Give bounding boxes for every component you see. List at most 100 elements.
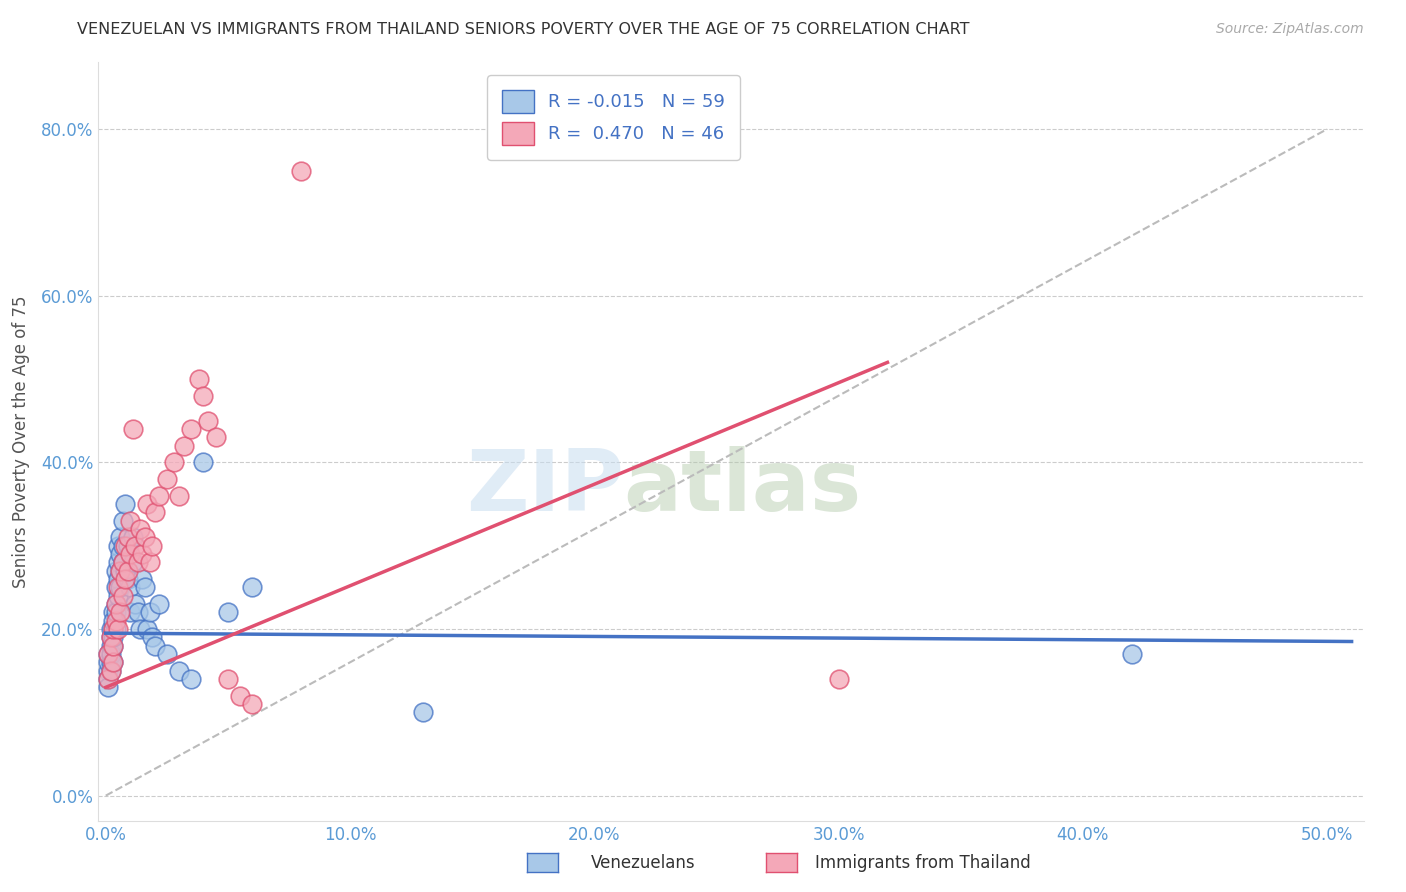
Point [107, 589, 129, 603]
Point [193, 389, 215, 403]
Point [121, 422, 143, 436]
Point [117, 564, 139, 578]
Point [111, 589, 134, 603]
Point [101, 631, 124, 645]
Point [104, 580, 127, 594]
Point [129, 522, 152, 536]
Point [124, 597, 146, 611]
Point [138, 605, 160, 619]
Text: Source: ZipAtlas.com: Source: ZipAtlas.com [1216, 22, 1364, 37]
Point [107, 580, 129, 594]
Point [104, 597, 127, 611]
Point [138, 555, 160, 569]
Point [827, 672, 849, 686]
Point [101, 656, 124, 670]
Point [100, 664, 122, 678]
Point [114, 497, 136, 511]
Point [148, 489, 170, 503]
Point [156, 472, 179, 486]
Point [101, 614, 124, 628]
Point [114, 564, 136, 578]
Point [101, 639, 124, 653]
Point [163, 455, 186, 469]
Point [110, 564, 132, 578]
Point [193, 455, 215, 469]
Point [100, 631, 122, 645]
Point [100, 647, 122, 661]
Point [111, 555, 134, 569]
Point [412, 706, 434, 720]
Point [107, 622, 129, 636]
Point [120, 547, 142, 561]
Point [97, 681, 120, 695]
Point [136, 497, 159, 511]
Point [104, 622, 127, 636]
Point [197, 414, 219, 428]
Point [121, 530, 143, 544]
Point [127, 555, 149, 569]
Point [121, 555, 143, 569]
Point [148, 597, 170, 611]
Point [136, 622, 159, 636]
Point [97, 647, 120, 661]
Point [104, 614, 127, 628]
Text: atlas: atlas [623, 445, 862, 529]
Point [124, 539, 146, 553]
Point [97, 672, 120, 686]
Point [107, 555, 129, 569]
Point [104, 564, 127, 578]
Point [229, 689, 252, 703]
Point [104, 597, 127, 611]
Point [129, 622, 152, 636]
Point [101, 605, 124, 619]
Point [97, 656, 120, 670]
Text: Venezuelans: Venezuelans [591, 854, 695, 871]
Point [100, 622, 122, 636]
Point [180, 422, 202, 436]
Y-axis label: Seniors Poverty Over the Age of 75: Seniors Poverty Over the Age of 75 [11, 295, 30, 588]
Point [114, 572, 136, 586]
Point [120, 514, 142, 528]
Point [143, 505, 166, 519]
Legend: R = -0.015   N = 59, R =  0.470   N = 46: R = -0.015 N = 59, R = 0.470 N = 46 [486, 75, 740, 160]
Point [97, 664, 120, 678]
Point [117, 539, 139, 553]
Point [167, 664, 190, 678]
Point [204, 430, 226, 444]
Point [217, 605, 239, 619]
Point [117, 530, 139, 544]
Point [100, 631, 122, 645]
Point [131, 547, 153, 561]
Point [117, 572, 139, 586]
Point [1121, 647, 1143, 661]
Point [134, 530, 156, 544]
Point [100, 664, 122, 678]
Point [173, 439, 195, 453]
Point [100, 639, 122, 653]
Point [120, 580, 142, 594]
Point [110, 564, 132, 578]
Point [101, 656, 124, 670]
Point [111, 555, 134, 569]
Point [131, 572, 153, 586]
Point [110, 547, 132, 561]
Point [111, 514, 134, 528]
Point [107, 539, 129, 553]
Point [101, 639, 124, 653]
Point [101, 622, 124, 636]
Point [100, 656, 122, 670]
Point [141, 631, 163, 645]
Point [134, 580, 156, 594]
Point [111, 539, 134, 553]
Point [290, 163, 312, 178]
Point [107, 572, 129, 586]
Point [217, 672, 239, 686]
Point [187, 372, 209, 386]
Point [127, 605, 149, 619]
Point [110, 605, 132, 619]
Point [114, 539, 136, 553]
Point [110, 580, 132, 594]
Point [240, 580, 263, 594]
Point [104, 605, 127, 619]
Point [143, 639, 166, 653]
